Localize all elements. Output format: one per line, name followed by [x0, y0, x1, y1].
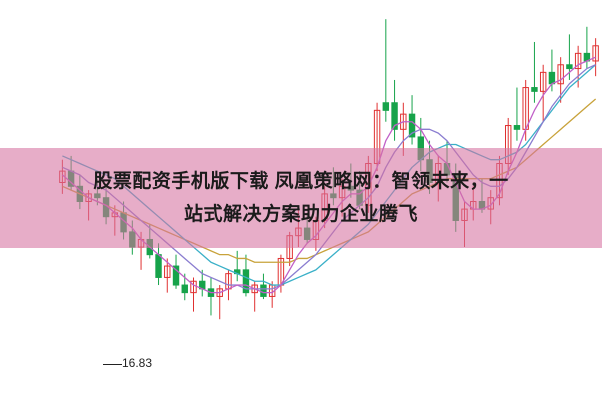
headline-banner	[0, 148, 602, 248]
price-axis-label: 16.83	[122, 356, 153, 370]
headline-line-2: 站式解决方案助力企业腾飞	[183, 204, 418, 225]
headline-line-1: 股票配资手机版下载 凤凰策略网：智领未来，一	[93, 171, 509, 192]
price-axis-tick	[103, 364, 122, 365]
headline-text: 股票配资手机版下载 凤凰策略网：智领未来，一 站式解决方案助力企业腾飞	[0, 148, 602, 248]
